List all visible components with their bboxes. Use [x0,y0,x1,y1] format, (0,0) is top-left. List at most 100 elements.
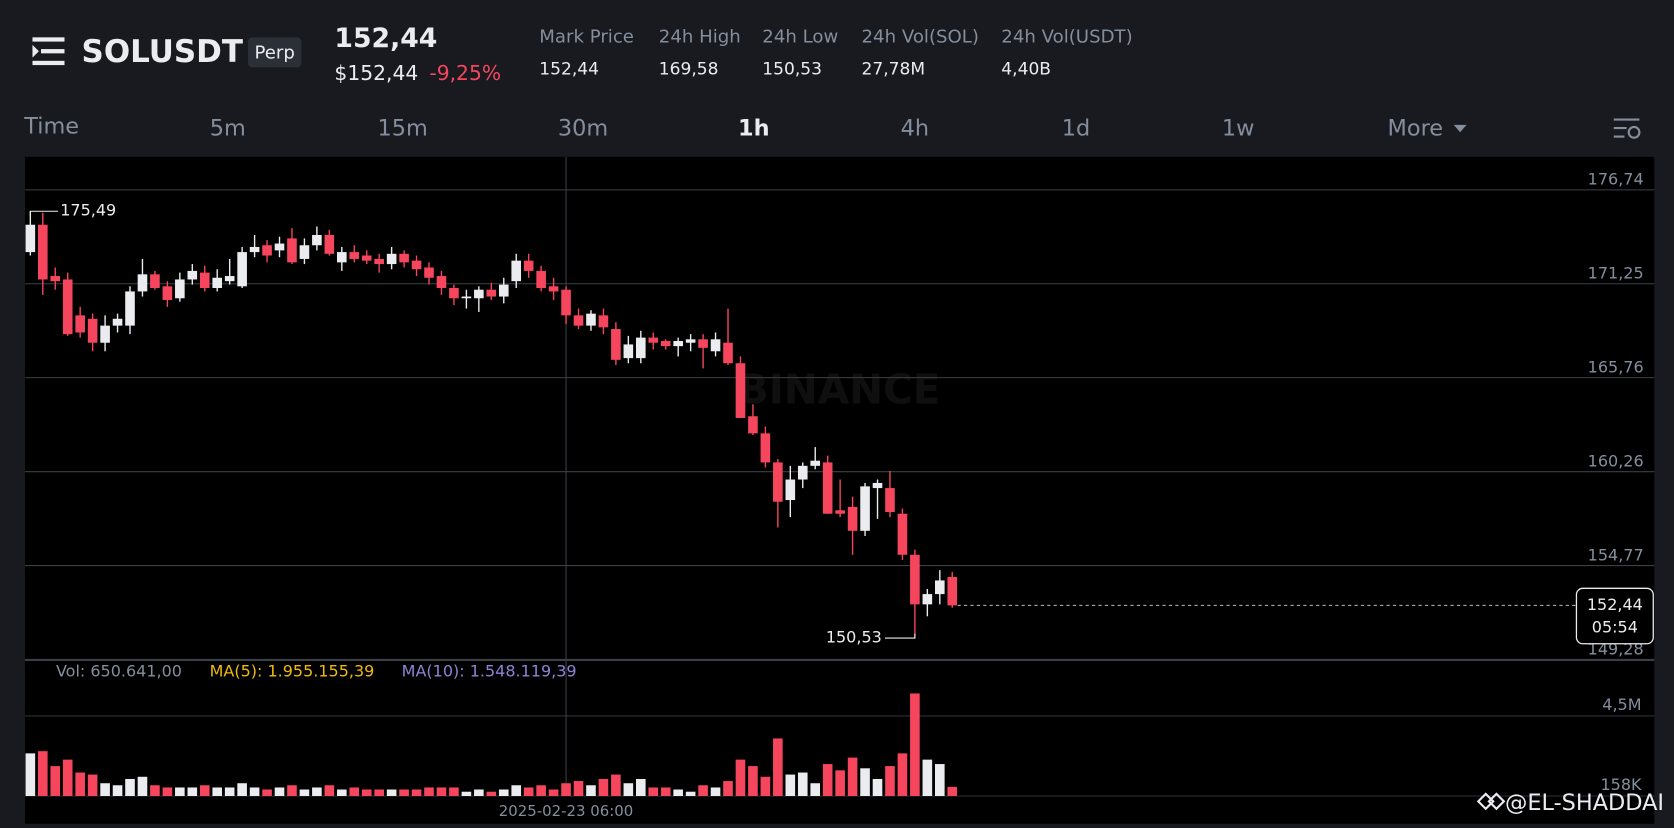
menu-bar [32,60,65,66]
last-price: 152,44 [334,23,437,54]
menu-bar [32,37,65,42]
price-usd: $152,44 [334,61,418,85]
volume-bar [374,789,384,796]
candle-body [87,318,98,343]
volume-bar [511,785,522,796]
candle-body [287,238,297,263]
volume-bar [498,789,509,796]
stat-value: 152,44 [539,59,599,79]
volume-bar [523,787,534,796]
interval-tab[interactable]: 1h [738,116,770,142]
candle-body [710,339,721,352]
stat-label: 24h Vol(USDT) [1001,26,1132,47]
volume-bar [586,785,596,796]
candle-body [474,289,484,299]
volume-bar [411,789,422,796]
volume-bar [822,764,833,796]
volume-bar [897,753,908,796]
candle-body [25,224,36,253]
volume-bar [847,757,858,796]
volume-bar [336,789,347,796]
stat-value: 4,40B [1001,59,1051,79]
volume-bar [137,776,148,796]
stats: Mark Price 152,44 24h High 169,58 24h Low 150… [539,26,1132,79]
countdown: 05:54 [1592,617,1638,636]
volume-bar [37,751,48,796]
symbol[interactable]: SOLUSDT [82,34,243,70]
volume-bar [698,785,708,796]
ma10-label: MA(10): 1.548.119,39 [402,662,577,681]
volume-bar [112,785,123,796]
candle-body [673,341,683,347]
volume-bar [636,778,646,796]
y-tick-label: 160,26 [1588,452,1644,471]
last-price-label: 152,44 [1587,595,1643,614]
candle-body [237,252,247,287]
interval-tab[interactable]: More [1388,116,1444,142]
interval-tab[interactable]: Time [23,113,79,139]
volume-bar [611,774,621,796]
volume-bar [748,766,758,796]
interval-tab[interactable]: 5m [210,116,246,142]
volume-bar [785,774,796,796]
plot: 176,74171,25165,76160,26154,77149,284,5M… [25,156,1655,820]
menu-icon[interactable] [32,37,65,66]
volume-bar [274,787,285,796]
candle-body [461,296,472,299]
volume-bar [910,693,920,796]
menu-arrow [32,44,39,58]
y-tick-label: 171,25 [1588,264,1644,283]
candle-body [561,289,571,316]
candle-body [112,318,123,326]
volume-bar [760,776,771,796]
candle-body [735,363,746,418]
candle-body [274,243,285,251]
volume-bar [947,786,958,796]
candle-body [299,245,310,259]
candle-body [449,288,459,299]
volume-tick-label: 4,5M [1602,695,1641,714]
volume-label: Vol: 650.641,00 [56,662,182,681]
volume-bar [175,787,185,796]
candle-body [523,260,534,271]
candle-body [187,270,198,280]
stat-label: 24h High [659,26,741,47]
volume-bar [287,785,297,796]
interval-tab[interactable]: 1d [1062,116,1090,142]
candle-body [835,510,845,514]
interval-tab[interactable]: 1w [1222,116,1255,142]
interval-tab[interactable]: 15m [378,116,428,142]
candle-body [935,580,945,595]
volume-bar [623,783,634,796]
volume-bar [573,781,584,796]
candle-body [100,325,110,343]
candle-body [150,274,160,289]
volume-bar [449,787,459,796]
chart-settings-icon[interactable] [1613,118,1641,139]
volume-bar [424,787,434,796]
volume-bar [386,789,397,796]
interval-tab[interactable]: 30m [558,116,608,142]
volume-bar [673,789,683,796]
candle-body [698,339,708,348]
interval-tab[interactable]: 4h [901,116,929,142]
y-tick-label: 165,76 [1588,358,1644,377]
volume-bar [797,772,808,796]
volume-tick-label: 158K [1600,775,1642,794]
candle-body [885,488,895,513]
candle-body [424,267,434,278]
candle-body [37,224,48,280]
volume-bar [237,783,247,796]
candle-body [262,245,272,256]
volume-bar [685,791,696,796]
volume-bar [436,787,447,796]
volume-bar [860,768,870,796]
volume-bar [100,783,110,796]
annotation-leader [885,633,916,639]
y-tick-label: 154,77 [1588,545,1644,564]
volume-bar [312,787,322,796]
stat-value: 150,53 [762,59,822,79]
volume-bar [598,778,609,796]
last-price-box [1575,587,1654,645]
